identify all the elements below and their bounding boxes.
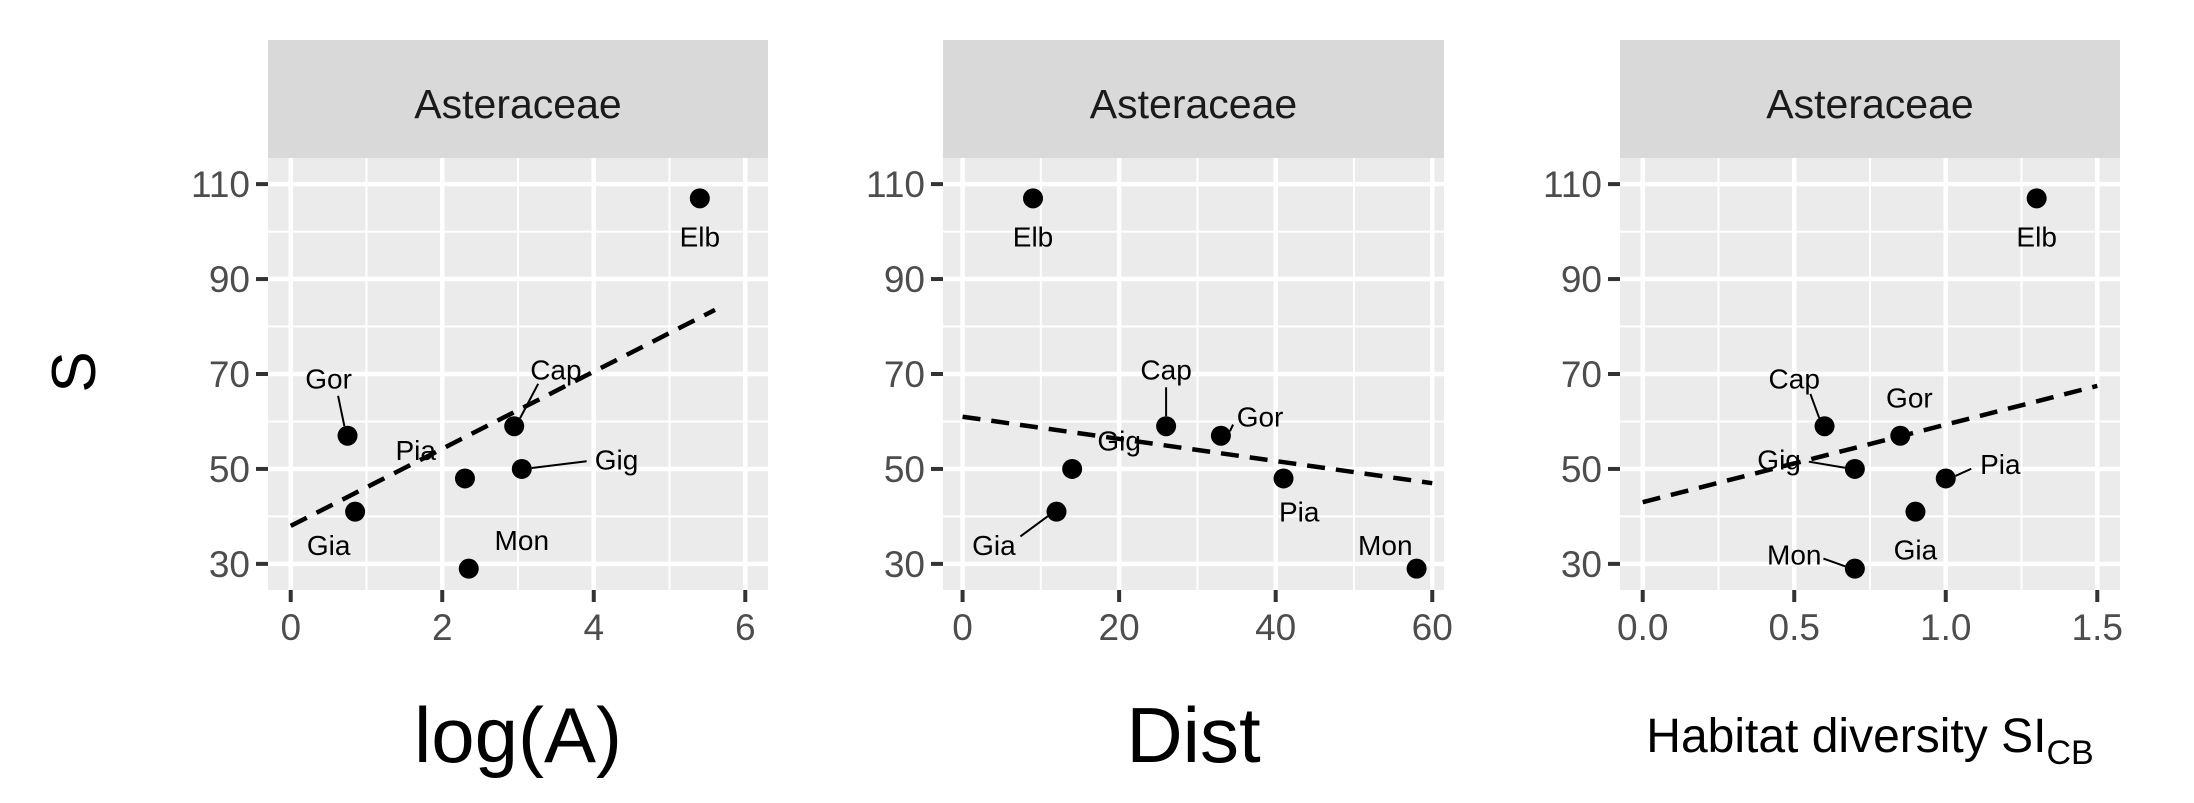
y-tick-label: 70	[1561, 354, 1602, 395]
label-connector	[1019, 515, 1049, 538]
data-point-gor	[1890, 425, 1911, 446]
data-point-elb	[689, 188, 710, 209]
data-point-mon	[1406, 558, 1427, 579]
y-tick-label: 70	[209, 354, 250, 395]
data-point-gia	[345, 501, 366, 522]
data-point-cap	[504, 416, 525, 437]
point-label: Cap	[530, 354, 581, 385]
label-connector	[1808, 460, 1846, 469]
trend-line	[1642, 383, 2098, 505]
point-label: Elb	[1013, 221, 1053, 252]
y-tick-label: 30	[209, 544, 250, 585]
x-tick-label: 2	[432, 607, 453, 648]
point-label: Gor	[1886, 383, 1933, 414]
y-tick-label: 90	[1561, 259, 1602, 300]
y-tick-label: 30	[884, 544, 925, 585]
point-label: Pia	[395, 435, 436, 466]
point-label: Gor	[1237, 402, 1284, 433]
y-tick-label: 110	[191, 164, 250, 205]
x-tick-label: 20	[1099, 607, 1140, 648]
data-point-gor	[337, 425, 358, 446]
x-tick-label: 4	[583, 607, 604, 648]
point-label: Cap	[1140, 354, 1191, 385]
data-point-elb	[1023, 188, 1044, 209]
y-tick-label: 90	[209, 259, 250, 300]
x-tick-label: 0.5	[1769, 607, 1820, 648]
y-tick-label: 50	[884, 449, 925, 490]
point-label: Cap	[1769, 364, 1820, 395]
data-point-gor	[1210, 425, 1231, 446]
point-label: Gia	[307, 530, 351, 561]
data-point-gia	[1905, 501, 1926, 522]
point-label: Elb	[680, 221, 720, 252]
x-tick-label: 0	[280, 607, 301, 648]
facet-strip	[268, 40, 768, 158]
panel-3: Asteraceae 30 50 70 90 110 0.0 0.5 1.0 1.5 Elb Cap G…	[1543, 40, 2123, 772]
panel-1: Asteraceae 30 50 70 90 110 0 2 4 6 Elb Gor Cap Pia Gig…	[191, 40, 768, 779]
trend-line	[962, 414, 1433, 486]
label-connector	[519, 383, 540, 419]
data-point-pia	[1935, 468, 1956, 489]
point-label: Pia	[1279, 497, 1320, 528]
label-connector	[531, 460, 587, 469]
point-label: Gig	[1097, 425, 1141, 456]
panels: Asteraceae 30 50 70 90 110 0 2 4 6 Elb Gor Cap Pia Gig…	[191, 40, 2123, 779]
data-point-gig	[511, 458, 532, 479]
label-connector	[1809, 393, 1821, 419]
y-tick-label: 110	[1543, 164, 1602, 205]
y-tick-label: 50	[209, 449, 250, 490]
point-label: Mon	[495, 525, 549, 556]
facet-strip-label: Asteraceae	[1090, 81, 1297, 127]
data-point-gig	[1844, 458, 1865, 479]
y-axis-title: S	[40, 351, 109, 392]
point-label: Gig	[595, 444, 639, 475]
point-label: Mon	[1767, 539, 1821, 570]
facet-strip	[943, 40, 1444, 158]
facet-strip-label: Asteraceae	[414, 81, 621, 127]
x-tick-label: 0.0	[1617, 607, 1668, 648]
point-label: Pia	[1980, 449, 2021, 480]
point-label: Gia	[972, 530, 1016, 561]
panel-2: Asteraceae 30 50 70 90 110 0 20 40 60 Elb Cap Gor Gig…	[866, 40, 1453, 779]
point-label: Gia	[1894, 535, 1938, 566]
trend-line	[289, 307, 716, 528]
facet-strip	[1620, 40, 2120, 158]
data-point-pia	[454, 468, 475, 489]
label-connector	[337, 395, 346, 427]
label-connector	[1228, 424, 1234, 432]
point-label: Mon	[1358, 530, 1412, 561]
x-tick-label: 1.0	[1920, 607, 1971, 648]
label-connector	[1955, 467, 1972, 477]
x-tick-label: 40	[1255, 607, 1296, 648]
data-point-cap	[1814, 416, 1835, 437]
data-point-mon	[458, 558, 479, 579]
x-tick-label: 60	[1412, 607, 1453, 648]
x-axis-title: log(A)	[414, 691, 622, 779]
facet-strip-label: Asteraceae	[1766, 81, 1973, 127]
point-label: Elb	[2016, 221, 2056, 252]
point-label: Gor	[305, 364, 352, 395]
x-axis-title: Habitat diversity SICB	[1646, 710, 2093, 772]
x-tick-label: 1.5	[2072, 607, 2123, 648]
label-connector	[1823, 557, 1846, 568]
y-tick-label: 90	[884, 259, 925, 300]
data-point-gia	[1046, 501, 1067, 522]
x-tick-label: 6	[735, 607, 756, 648]
x-tick-label: 0	[952, 607, 973, 648]
data-point-mon	[1844, 558, 1865, 579]
point-label: Gig	[1757, 444, 1801, 475]
y-tick-label: 30	[1561, 544, 1602, 585]
data-point-pia	[1273, 468, 1294, 489]
y-tick-label: 70	[884, 354, 925, 395]
data-point-gig	[1062, 458, 1083, 479]
data-point-elb	[2026, 188, 2047, 209]
data-point-cap	[1156, 416, 1177, 437]
x-axis-title: Dist	[1126, 691, 1261, 779]
y-tick-label: 110	[866, 164, 925, 205]
y-tick-label: 50	[1561, 449, 1602, 490]
